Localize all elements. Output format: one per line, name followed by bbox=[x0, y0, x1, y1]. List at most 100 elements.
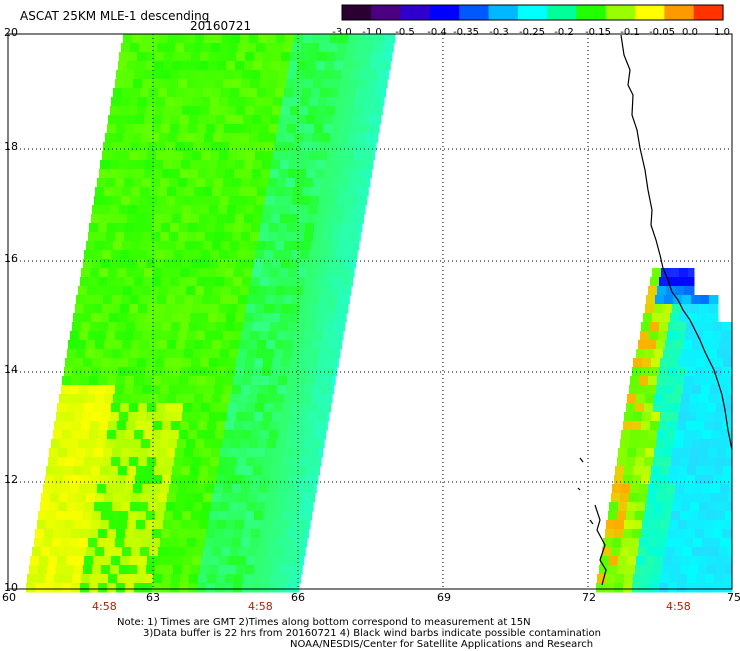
colorbar-swatch bbox=[405, 5, 411, 20]
colorbar-swatch bbox=[400, 5, 407, 20]
colorbar-swatch bbox=[512, 5, 519, 20]
colorbar-swatch bbox=[356, 5, 363, 20]
colorbar-label: -0.35 bbox=[453, 27, 479, 38]
colorbar-label: 1.0 bbox=[714, 27, 730, 38]
colorbar-label: -0.5 bbox=[395, 27, 415, 38]
colorbar-swatch bbox=[381, 5, 387, 20]
colorbar-swatch bbox=[508, 5, 514, 20]
lon-label-69: 69 bbox=[437, 591, 451, 604]
colorbar-label: -0.1 bbox=[620, 27, 640, 38]
lon-label-60: 60 bbox=[2, 591, 16, 604]
colorbar-swatch bbox=[635, 5, 641, 20]
colorbar-swatch bbox=[390, 5, 397, 20]
product-title: ASCAT 25KM MLE-1 descending bbox=[20, 9, 210, 23]
lat-label-14: 14 bbox=[4, 363, 18, 376]
colorbar-swatch bbox=[664, 5, 670, 20]
colorbar-swatch bbox=[581, 5, 587, 20]
colorbar-swatch bbox=[488, 5, 495, 20]
colorbar-swatch bbox=[591, 5, 597, 20]
colorbar-swatch bbox=[454, 5, 460, 20]
colorbar-swatch bbox=[542, 5, 548, 20]
colorbar-swatch bbox=[586, 5, 592, 20]
colorbar-swatch bbox=[654, 5, 661, 20]
lon-label-63: 63 bbox=[146, 591, 160, 604]
colorbar-label: -0.15 bbox=[585, 27, 611, 38]
colorbar-swatch bbox=[503, 5, 509, 20]
colorbar-label: -0.2 bbox=[554, 27, 574, 38]
colorbar-swatch bbox=[473, 5, 480, 20]
colorbar: -3.0 -1.0 -0.5 -0.4 -0.35 -0.3 -0.25 -0.2 -0.15-… bbox=[332, 4, 730, 38]
colorbar-swatch bbox=[561, 5, 568, 20]
colorbar-label: -0.25 bbox=[519, 27, 545, 38]
colorbar-swatch bbox=[385, 5, 392, 20]
colorbar-swatch bbox=[459, 5, 465, 20]
colorbar-label: -0.3 bbox=[489, 27, 509, 38]
colorbar-swatch bbox=[708, 5, 714, 20]
colorbar-swatch bbox=[415, 5, 421, 20]
colorbar-swatch bbox=[639, 5, 646, 20]
colorbar-swatch bbox=[659, 5, 665, 20]
colorbar-swatch bbox=[571, 5, 578, 20]
colorbar-swatch bbox=[620, 5, 626, 20]
colorbar-swatch bbox=[434, 5, 441, 20]
lon-label-72: 72 bbox=[582, 591, 596, 604]
colorbar-label: -0.05 bbox=[649, 27, 675, 38]
colorbar-swatch bbox=[552, 5, 558, 20]
colorbar-swatch bbox=[517, 5, 524, 20]
lat-label-16: 16 bbox=[4, 252, 18, 265]
colorbar-swatch bbox=[420, 5, 426, 20]
coastline-islands bbox=[577, 457, 607, 586]
note-line-3: NOAA/NESDIS/Center for Satellite Applica… bbox=[290, 639, 594, 650]
colorbar-swatch bbox=[625, 5, 631, 20]
colorbar-swatch bbox=[366, 5, 372, 20]
lat-label-18: 18 bbox=[4, 140, 18, 153]
note-line-1: Note: 1) Times are GMT 2)Times along bot… bbox=[117, 617, 531, 628]
colorbar-swatch bbox=[610, 5, 617, 20]
note-line-2: 3)Data buffer is 22 hrs from 20160721 4)… bbox=[143, 628, 601, 639]
colorbar-swatch bbox=[532, 5, 538, 20]
lat-label-20: 20 bbox=[4, 26, 18, 39]
colorbar-swatch bbox=[600, 5, 607, 20]
colorbar-swatch bbox=[351, 5, 358, 20]
colorbar-label: -1.0 bbox=[362, 27, 382, 38]
colorbar-swatch bbox=[718, 5, 724, 20]
colorbar-swatch bbox=[693, 5, 700, 20]
colorbar-swatch bbox=[464, 5, 470, 20]
colorbar-swatch bbox=[493, 5, 499, 20]
colorbar-swatch bbox=[483, 5, 490, 20]
colorbar-swatch bbox=[630, 5, 636, 20]
colorbar-swatch bbox=[703, 5, 709, 20]
gridlines bbox=[8, 34, 732, 589]
colorbar-swatch bbox=[649, 5, 656, 20]
colorbar-swatch bbox=[605, 5, 612, 20]
colorbar-swatch bbox=[478, 5, 485, 20]
time-label: 4:58 bbox=[248, 600, 273, 613]
colorbar-swatch bbox=[698, 5, 705, 20]
colorbar-label: 0.0 bbox=[682, 27, 698, 38]
coastline bbox=[620, 34, 733, 451]
colorbar-swatch bbox=[596, 5, 602, 20]
colorbar-swatch bbox=[342, 5, 348, 20]
colorbar-swatch bbox=[395, 5, 402, 20]
colorbar-label: -0.4 bbox=[427, 27, 447, 38]
colorbar-swatch bbox=[429, 5, 436, 20]
colorbar-frame bbox=[341, 4, 724, 21]
colorbar-swatch bbox=[469, 5, 475, 20]
colorbar-swatch bbox=[498, 5, 504, 20]
time-label: 4:58 bbox=[666, 600, 691, 613]
colorbar-swatch bbox=[669, 5, 675, 20]
colorbar-swatch bbox=[410, 5, 416, 20]
colorbar-swatch bbox=[425, 5, 431, 20]
colorbar-swatch bbox=[361, 5, 368, 20]
colorbar-swatch bbox=[644, 5, 651, 20]
colorbar-swatch bbox=[688, 5, 695, 20]
lon-label-75: 75 bbox=[727, 591, 740, 604]
colorbar-swatch bbox=[547, 5, 553, 20]
colorbar-swatch bbox=[576, 5, 582, 20]
colorbar-swatch bbox=[615, 5, 622, 20]
lon-label-66: 66 bbox=[291, 591, 305, 604]
colorbar-swatch bbox=[683, 5, 690, 20]
time-label: 4:58 bbox=[92, 600, 117, 613]
lat-label-12: 12 bbox=[4, 473, 18, 486]
